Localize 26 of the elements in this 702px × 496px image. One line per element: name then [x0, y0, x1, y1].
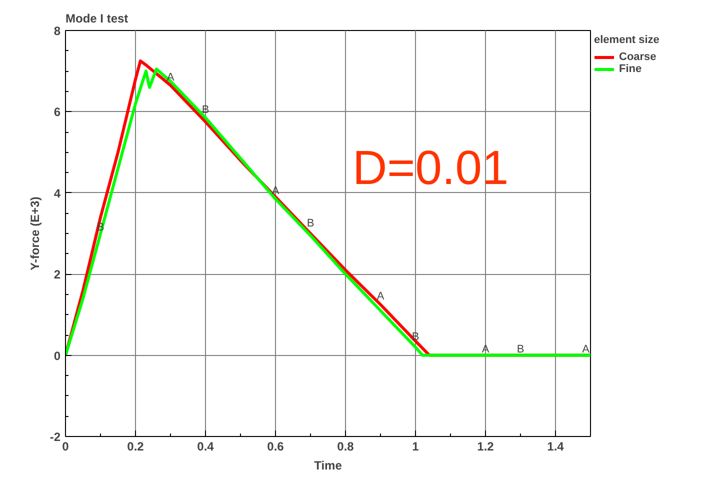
x-tick-label: 1.2: [477, 440, 494, 454]
x-tick-label: 0.4: [197, 440, 214, 454]
annotation: D=0.01: [352, 142, 509, 196]
annotation: A: [376, 290, 385, 303]
annotation: B: [516, 343, 524, 356]
x-tick-label: 0.6: [267, 440, 284, 454]
chart-title: Mode I test: [66, 12, 128, 26]
y-tick-label: 0: [54, 348, 61, 363]
x-axis-title: Time: [314, 458, 342, 472]
x-tick-label: 0: [62, 440, 70, 454]
legend-label: Coarse: [619, 51, 656, 63]
x-tick-label: 0.2: [127, 440, 144, 454]
x-tick-label: 0.8: [337, 440, 354, 454]
y-tick-label: -2: [50, 430, 61, 444]
y-tick-label: 2: [54, 268, 61, 282]
annotation: B: [96, 222, 104, 234]
y-tick-label: 6: [54, 105, 61, 120]
y-tick-label: 4: [54, 186, 61, 200]
y-tick-label: 8: [54, 24, 61, 38]
annotation: B: [306, 217, 314, 230]
x-tick-label: 1.4: [547, 440, 564, 454]
x-tick-label: 1: [412, 440, 420, 454]
annotation: A: [582, 343, 590, 356]
legend-label: Fine: [619, 63, 642, 75]
legend-title: element size: [594, 34, 660, 46]
y-axis-title: Y-force (E+3): [28, 196, 42, 270]
